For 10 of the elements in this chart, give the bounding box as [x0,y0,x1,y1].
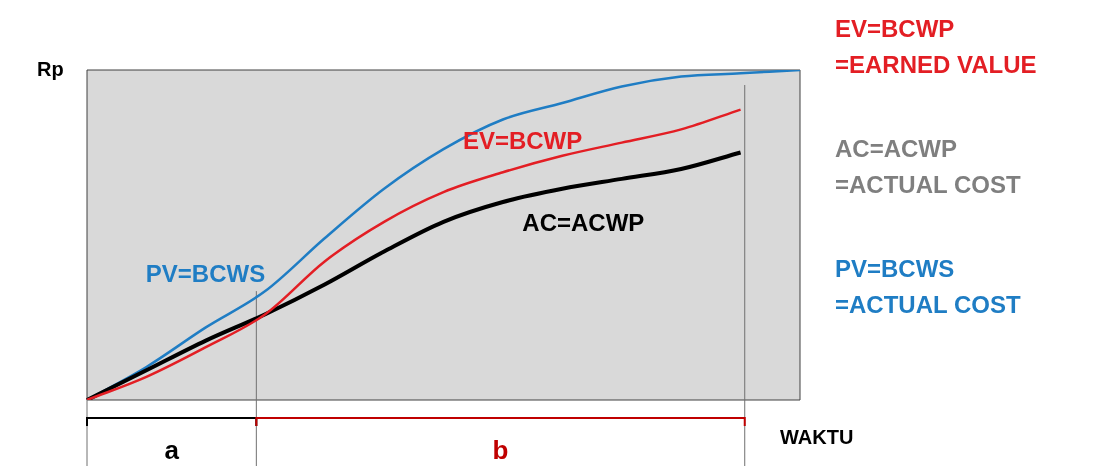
text: EV=BCWP =EARNED VALUE [835,14,1037,78]
text: PV=BCWS =ACTUAL COST [835,254,1021,318]
y-axis-title: Rp [37,57,64,80]
text: AC=ACWP =ACTUAL COST [835,134,1021,198]
text: a [164,435,180,466]
series-label: EV=BCWP [462,126,583,154]
series-label: PV=BCWS [145,260,266,288]
text: b [492,435,509,466]
x-axis-title: WAKTU [780,425,854,448]
series-label: AC=ACWP [522,209,645,237]
